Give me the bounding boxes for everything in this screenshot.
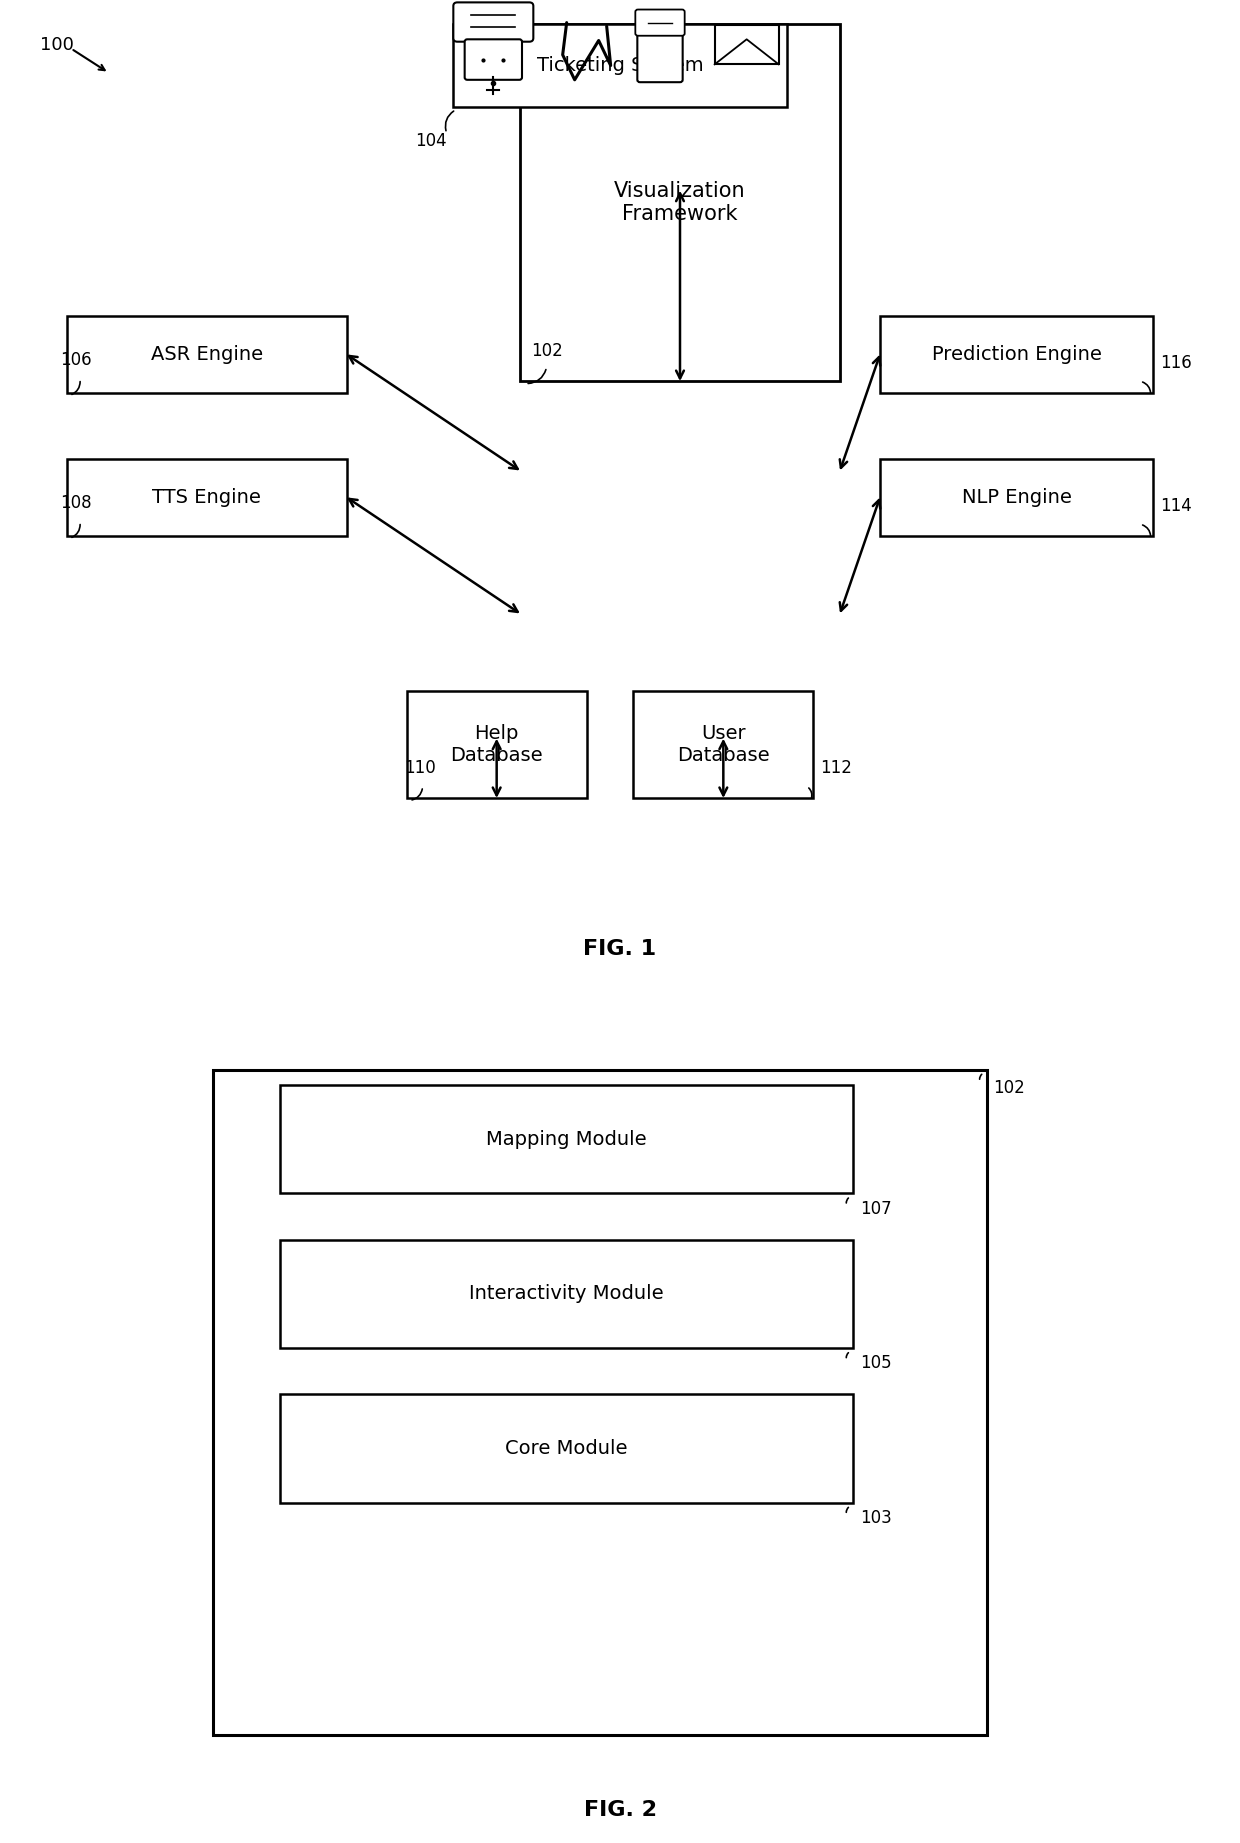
Text: User
Database: User Database [677, 724, 770, 765]
Text: 110: 110 [404, 759, 435, 776]
Text: Ticketing System: Ticketing System [537, 55, 703, 76]
Text: 114: 114 [1159, 496, 1192, 514]
Bar [280, 1395, 853, 1502]
Text: 108: 108 [60, 494, 92, 512]
Text: TTS Engine: TTS Engine [153, 488, 262, 507]
Text: Help
Database: Help Database [450, 724, 543, 765]
Text: 112: 112 [820, 759, 852, 776]
Text: 102: 102 [993, 1080, 1025, 1097]
FancyBboxPatch shape [465, 39, 522, 79]
Text: 106: 106 [60, 352, 92, 369]
Text: Visualization Framework: Visualization Framework [445, 1130, 754, 1150]
Text: Prediction Engine: Prediction Engine [931, 345, 1101, 363]
FancyBboxPatch shape [635, 9, 684, 35]
Bar [880, 459, 1153, 536]
Bar [880, 315, 1153, 393]
Text: FIG. 1: FIG. 1 [584, 938, 656, 958]
Text: Core Module: Core Module [506, 1439, 627, 1458]
Bar [407, 691, 587, 798]
Bar [280, 1086, 853, 1194]
Bar [67, 315, 347, 393]
Bar [213, 1069, 987, 1734]
Text: 107: 107 [861, 1200, 892, 1218]
Bar [454, 24, 786, 107]
Text: ASR Engine: ASR Engine [150, 345, 263, 363]
Text: 103: 103 [861, 1509, 892, 1528]
Bar [634, 691, 813, 798]
Bar [67, 459, 347, 536]
Bar [714, 26, 779, 65]
Text: 102: 102 [531, 341, 563, 359]
Text: NLP Engine: NLP Engine [962, 488, 1071, 507]
Bar [520, 24, 839, 382]
Text: Visualization
Framework: Visualization Framework [614, 181, 745, 225]
Text: 116: 116 [1159, 354, 1192, 372]
FancyBboxPatch shape [454, 2, 533, 42]
Text: 104: 104 [415, 131, 446, 149]
Text: 105: 105 [861, 1355, 892, 1373]
FancyBboxPatch shape [637, 20, 683, 83]
Text: FIG. 2: FIG. 2 [584, 1801, 656, 1819]
Bar [280, 1240, 853, 1347]
Text: Interactivity Module: Interactivity Module [470, 1285, 663, 1303]
Text: 100: 100 [40, 35, 74, 53]
Text: Mapping Module: Mapping Module [486, 1130, 647, 1148]
